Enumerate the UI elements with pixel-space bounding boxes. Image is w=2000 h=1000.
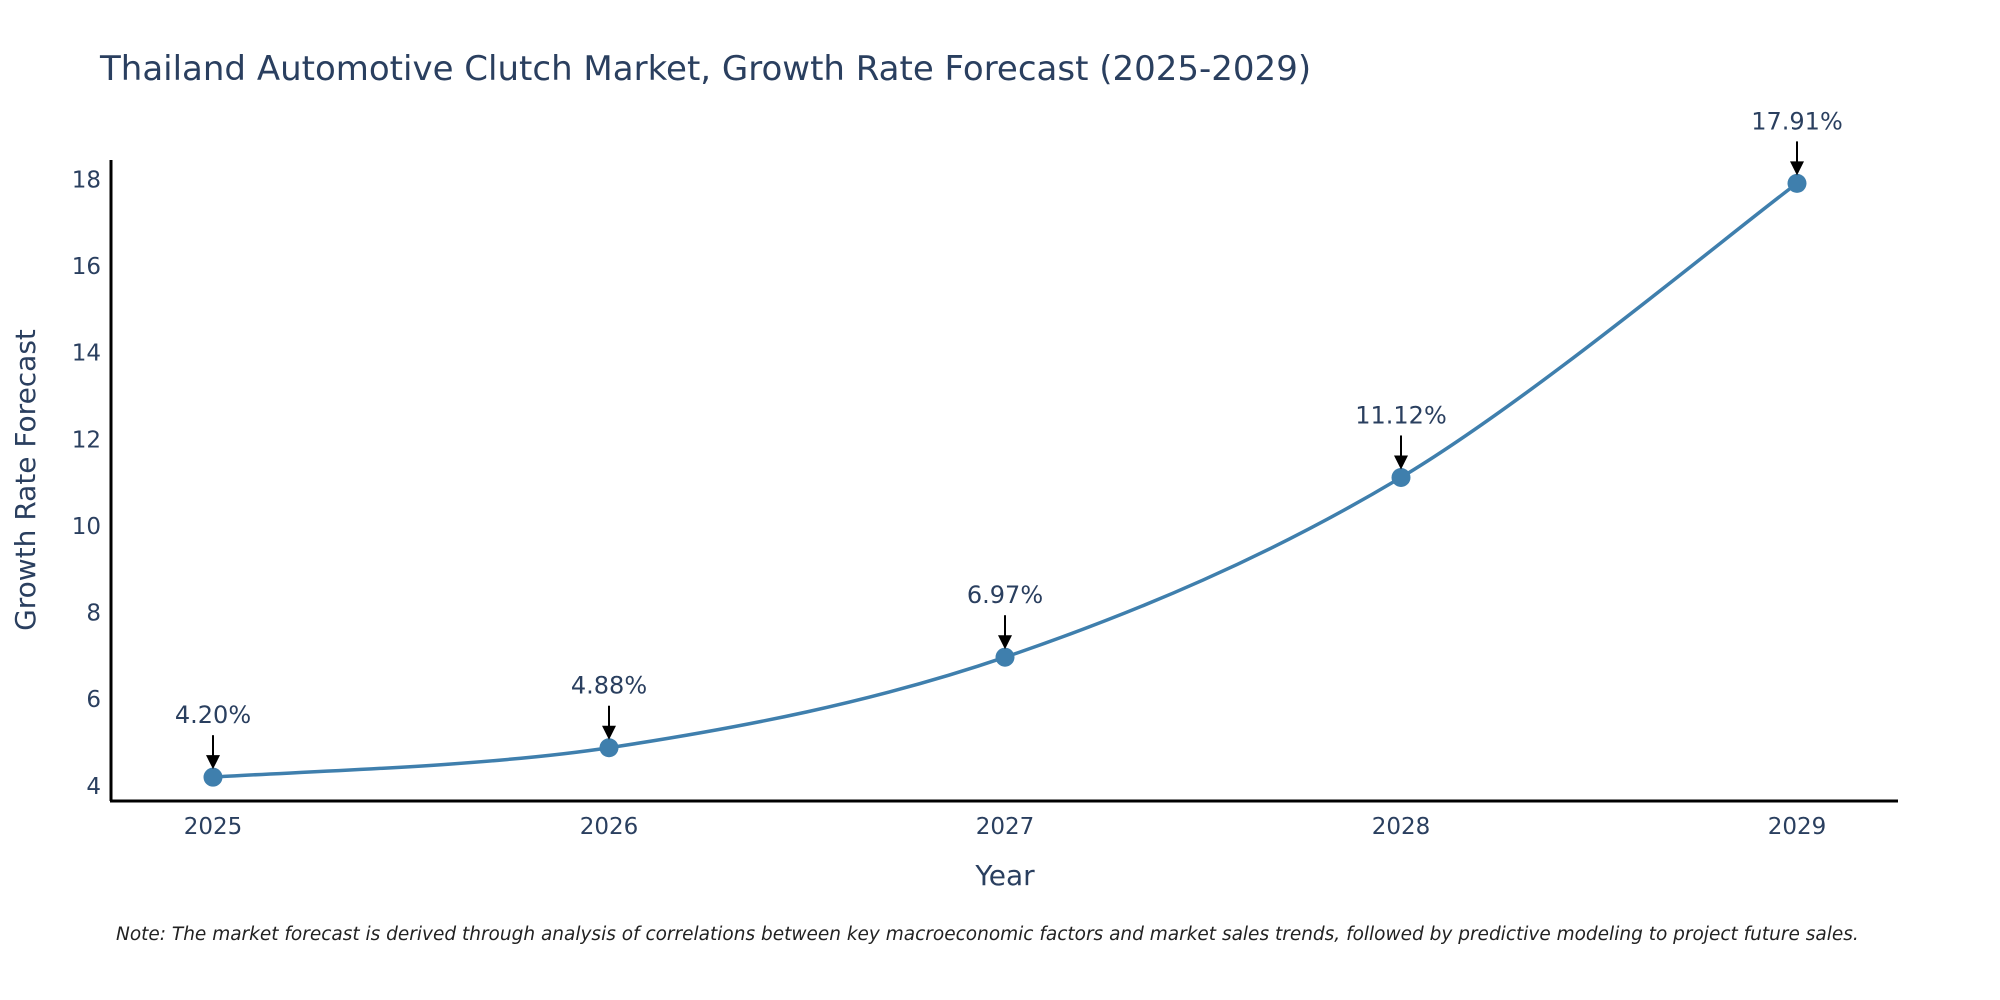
annotation-arrowhead bbox=[998, 635, 1012, 650]
y-tick-label: 16 bbox=[72, 254, 101, 280]
chart-title: Thailand Automotive Clutch Market, Growt… bbox=[99, 49, 1311, 89]
x-tick-label: 2027 bbox=[976, 814, 1035, 840]
data-point-2029[interactable] bbox=[1787, 173, 1807, 193]
data-label-2025: 4.20% bbox=[175, 701, 251, 729]
x-tick-label: 2025 bbox=[184, 814, 243, 840]
annotation-arrowhead bbox=[1394, 455, 1408, 470]
y-axis-title: Growth Rate Forecast bbox=[9, 329, 42, 631]
y-tick-label: 6 bbox=[86, 687, 101, 713]
annotation-arrowhead bbox=[602, 725, 616, 740]
y-tick-label: 14 bbox=[72, 341, 101, 367]
series-line bbox=[212, 181, 1799, 779]
x-tick-label: 2028 bbox=[1372, 814, 1431, 840]
y-tick-label: 4 bbox=[86, 774, 101, 800]
x-tick-label: 2026 bbox=[580, 814, 639, 840]
annotation-arrowhead bbox=[1790, 161, 1804, 176]
data-label-annotations: 4.20% 4.88% 6.97% 11.12% 17.91% bbox=[175, 107, 1843, 770]
annotation-arrowhead bbox=[206, 755, 220, 770]
series-markers bbox=[203, 173, 1807, 787]
y-tick-label: 12 bbox=[72, 427, 101, 453]
x-tick-label: 2029 bbox=[1768, 814, 1827, 840]
y-tick-label: 18 bbox=[72, 167, 101, 193]
data-label-2029: 17.91% bbox=[1751, 107, 1843, 135]
data-point-2025[interactable] bbox=[203, 767, 223, 787]
data-label-2027: 6.97% bbox=[967, 581, 1043, 609]
data-point-2027[interactable] bbox=[995, 647, 1015, 667]
data-label-2026: 4.88% bbox=[571, 672, 647, 700]
data-point-2026[interactable] bbox=[599, 738, 619, 758]
y-tick-label: 10 bbox=[72, 514, 101, 540]
data-point-2028[interactable] bbox=[1391, 467, 1411, 487]
x-axis-title: Year bbox=[974, 859, 1035, 892]
x-tick-labels: 2025 2026 2027 2028 2029 bbox=[184, 814, 1827, 840]
y-tick-label: 8 bbox=[86, 601, 101, 627]
y-tick-labels: 4 6 8 10 12 14 16 18 bbox=[72, 167, 101, 799]
forecast-note: Note: The market forecast is derived thr… bbox=[116, 924, 1859, 945]
data-label-2028: 11.12% bbox=[1355, 401, 1447, 429]
